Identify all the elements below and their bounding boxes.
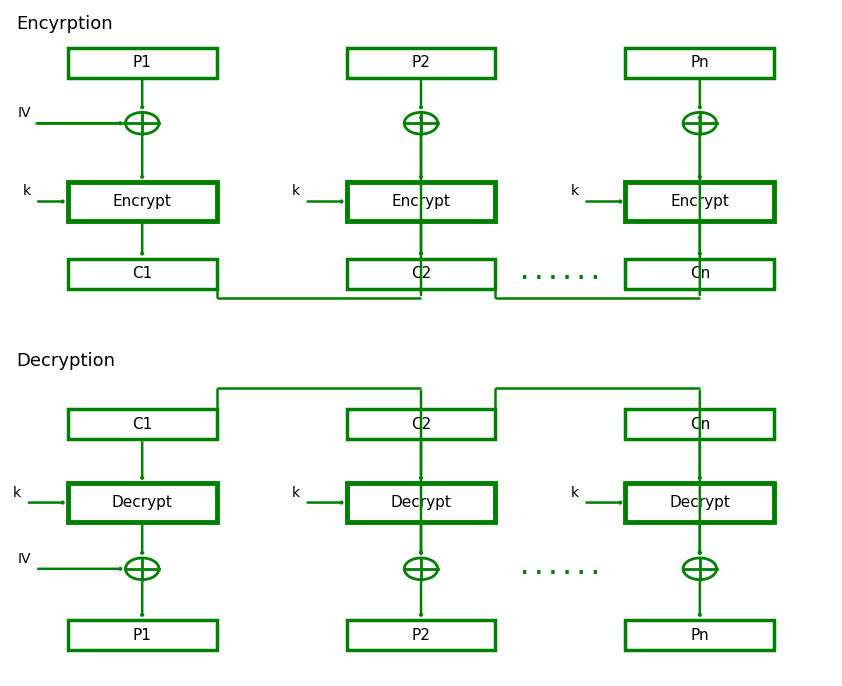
Text: P1: P1 bbox=[133, 628, 152, 643]
Circle shape bbox=[404, 558, 438, 580]
Text: . . . . . .: . . . . . . bbox=[521, 559, 600, 578]
Bar bbox=[347, 259, 495, 289]
Text: Pn: Pn bbox=[690, 56, 709, 71]
Bar bbox=[68, 410, 216, 439]
Circle shape bbox=[404, 113, 438, 134]
Text: IV: IV bbox=[17, 106, 30, 120]
Text: Pn: Pn bbox=[690, 628, 709, 643]
Bar bbox=[347, 48, 495, 78]
Bar bbox=[347, 620, 495, 650]
Text: C1: C1 bbox=[132, 266, 152, 281]
Text: P2: P2 bbox=[412, 56, 430, 71]
Text: C2: C2 bbox=[411, 417, 431, 431]
Bar bbox=[68, 259, 216, 289]
Text: k: k bbox=[571, 486, 579, 499]
Text: Cn: Cn bbox=[690, 417, 710, 431]
Circle shape bbox=[683, 558, 717, 580]
Bar bbox=[626, 48, 774, 78]
Bar bbox=[626, 483, 774, 522]
Bar bbox=[347, 483, 495, 522]
Text: k: k bbox=[571, 185, 579, 198]
Text: k: k bbox=[292, 185, 301, 198]
Bar bbox=[347, 410, 495, 439]
Text: C2: C2 bbox=[411, 266, 431, 281]
Text: Decrypt: Decrypt bbox=[669, 495, 730, 510]
Bar bbox=[68, 48, 216, 78]
Text: Cn: Cn bbox=[690, 266, 710, 281]
Bar bbox=[68, 620, 216, 650]
Bar bbox=[68, 182, 216, 221]
Bar bbox=[68, 483, 216, 522]
Text: . . . . . .: . . . . . . bbox=[521, 264, 600, 283]
Bar bbox=[626, 182, 774, 221]
Text: P2: P2 bbox=[412, 628, 430, 643]
Text: IV: IV bbox=[17, 552, 30, 566]
Text: k: k bbox=[23, 185, 30, 198]
Text: Encrypt: Encrypt bbox=[113, 194, 172, 209]
Bar bbox=[626, 259, 774, 289]
Bar bbox=[626, 410, 774, 439]
Text: Decrypt: Decrypt bbox=[391, 495, 451, 510]
Text: k: k bbox=[292, 486, 301, 499]
Circle shape bbox=[683, 113, 717, 134]
Text: Encrypt: Encrypt bbox=[670, 194, 729, 209]
Circle shape bbox=[125, 558, 159, 580]
Text: Encyrption: Encyrption bbox=[17, 15, 114, 33]
Text: P1: P1 bbox=[133, 56, 152, 71]
Text: Decrypt: Decrypt bbox=[112, 495, 173, 510]
Text: k: k bbox=[13, 486, 21, 499]
Bar bbox=[347, 182, 495, 221]
Text: Encrypt: Encrypt bbox=[392, 194, 450, 209]
Text: C1: C1 bbox=[132, 417, 152, 431]
Bar bbox=[626, 620, 774, 650]
Circle shape bbox=[125, 113, 159, 134]
Text: Decryption: Decryption bbox=[17, 352, 115, 370]
